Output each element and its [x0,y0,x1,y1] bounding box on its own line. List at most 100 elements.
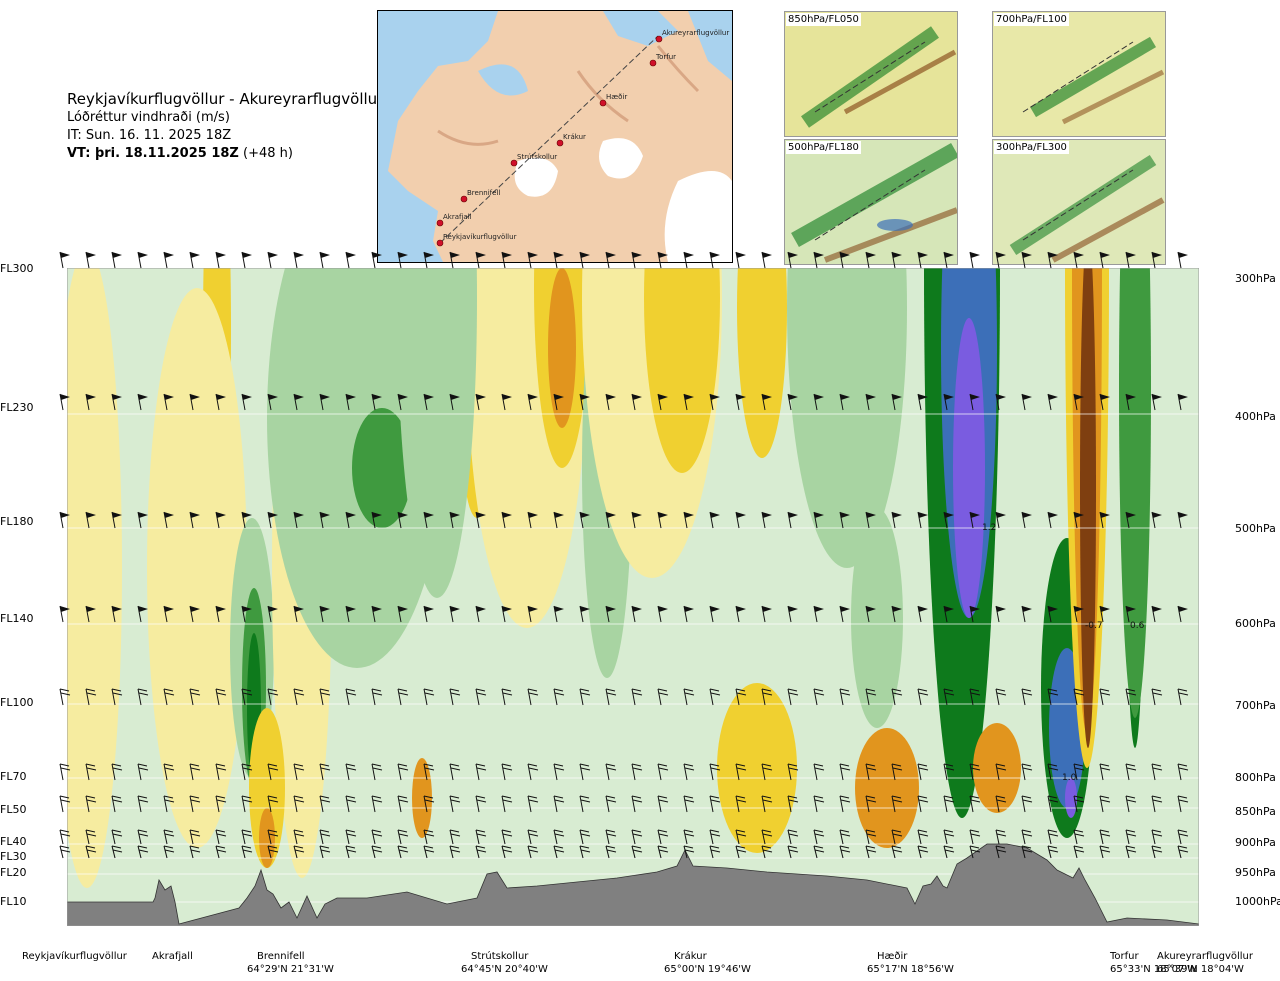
location-name: Strútskollur [471,951,529,962]
wind-barb [215,763,227,781]
map-waypoint-label: Strútskollur [517,153,557,161]
wind-barb [865,393,876,411]
wind-barb [891,688,903,706]
wind-barb [553,511,564,529]
wind-barb [137,393,148,411]
sea-west [378,11,498,262]
wind-barb [657,829,669,845]
wind-barb [891,511,902,529]
wind-barb [267,393,278,411]
pressure-level-label: 900hPa [1235,836,1276,849]
wind-barb [1073,688,1085,706]
wind-barb [449,251,460,269]
wind-barb [371,795,383,813]
wind-barb [1021,763,1033,781]
wind-barb [995,795,1007,813]
wind-barb [397,511,408,529]
wind-barb [917,251,928,269]
wind-barb [397,251,408,269]
wind-barb [267,688,279,706]
wind-barb [163,393,174,411]
wind-barb [839,845,851,859]
map-waypoint-label: Reykjavíkurflugvöllur [443,233,517,241]
wind-barb [475,393,486,411]
wind-barb [59,795,71,813]
wind-barb [1125,795,1137,813]
wind-barb [189,763,201,781]
wind-barb [969,845,981,859]
wind-barb [709,763,721,781]
wind-barb [709,795,721,813]
annotation-value: 0.6 [1130,621,1145,631]
wind-barb [189,251,200,269]
wind-barb [189,845,201,859]
thumbnail-850hpa[interactable]: 850hPa/FL050 [784,11,958,137]
wind-barb [787,251,798,269]
wind-barb [943,795,955,813]
wind-barb [527,251,538,269]
wind-barb [605,763,617,781]
wind-barb [111,393,122,411]
wind-barb [1047,763,1059,781]
location-label: Krákur 65°00'N 19°46'W [664,950,751,976]
wind-barb [553,251,564,269]
wind-barb [839,393,850,411]
wind-barb [319,393,330,411]
wind-barb [1177,393,1188,411]
wind-barb [1099,393,1110,411]
map-waypoint-label: Hæðir [606,93,627,101]
wind-barb [709,829,721,845]
pressure-level-label: 300hPa [1235,272,1276,285]
wind-barb [111,763,123,781]
wind-barb [137,845,149,859]
wind-barb [787,605,798,623]
wind-barb [683,688,695,706]
wind-barb [995,688,1007,706]
wind-barb [813,605,824,623]
annotation-value: -0.7 [1085,621,1103,631]
wind-barb [1177,688,1189,706]
thumbnail-300hpa[interactable]: 300hPa/FL300 [992,139,1166,265]
wind-barb [891,763,903,781]
wind-barb [59,605,70,623]
wind-barb [501,829,513,845]
init-time: IT: Sun. 16. 11. 2025 18Z [67,128,232,143]
terrain-profile [66,843,1200,927]
wind-barb [85,845,97,859]
wind-barb [735,829,747,845]
wind-barb [735,251,746,269]
wind-barb [865,511,876,529]
pressure-level-label: 500hPa [1235,522,1276,535]
location-name: Brennifell [257,951,305,962]
sea-northeast [688,11,732,81]
wind-barb [423,251,434,269]
location-coord: 65°39'N 18°04'W [1157,964,1244,975]
wind-barb [501,763,513,781]
location-label: Brennifell 64°29'N 21°31'W [247,950,334,976]
wind-barb [1125,393,1136,411]
wind-barb [1125,845,1137,859]
flight-level-label: FL10 [0,895,27,908]
terrain-ridges [437,45,700,146]
wind-barb [631,795,643,813]
wind-barb [631,393,642,411]
wind-barb [657,845,669,859]
wind-barb [553,829,565,845]
thumbnail-500hpa[interactable]: 500hPa/FL180 [784,139,958,265]
wind-barb [1073,763,1085,781]
wind-barb [345,688,357,706]
location-label: Reykjavíkurflugvöllur [22,950,127,963]
wind-barb [527,829,539,845]
wind-barb [501,605,512,623]
wind-barb [1099,605,1110,623]
wind-barb [527,763,539,781]
wind-barb [969,393,980,411]
wind-barb [423,393,434,411]
wind-barb [111,605,122,623]
location-label: Akureyrarflugvöllur 65°39'N 18°04'W [1157,950,1253,976]
thumbnail-700hpa[interactable]: 700hPa/FL100 [992,11,1166,137]
annotation-value: 1.2 [982,523,996,533]
thumbnail-700hpa-label: 700hPa/FL100 [994,13,1069,26]
wind-barb [813,829,825,845]
map-waypoint [556,139,564,147]
